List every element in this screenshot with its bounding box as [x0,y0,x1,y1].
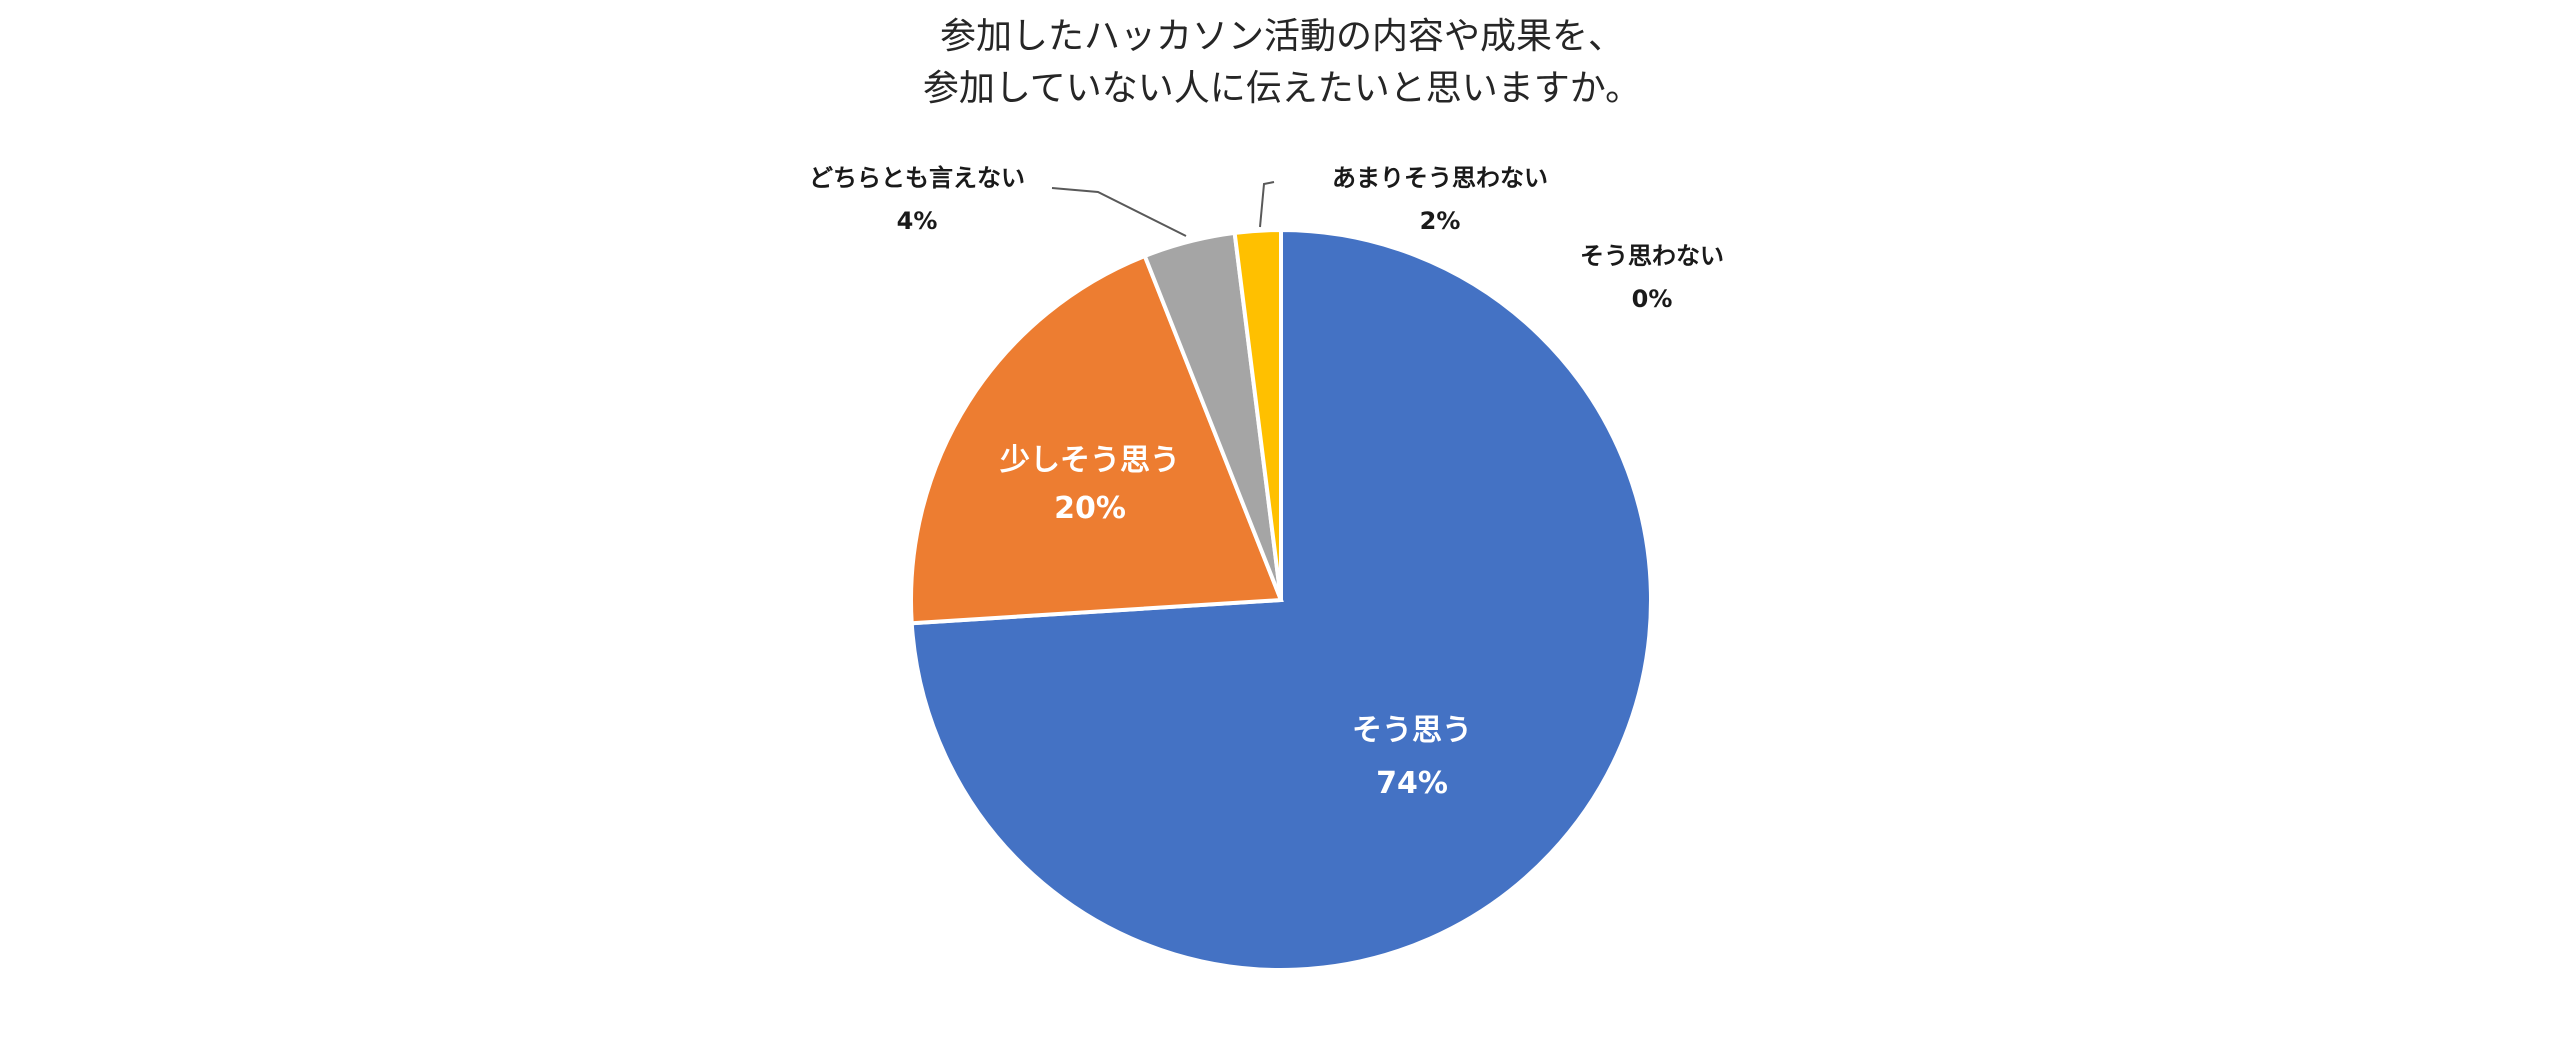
pie-slice [909,253,1284,626]
leader-line [1051,187,1187,237]
slice-percent-label: 20% [1054,491,1126,526]
slice-category-label: どちらとも言えない [809,164,1025,192]
slice-percent-label: 2% [1420,207,1461,235]
slice-percent-label: 4% [897,207,938,235]
data-labels: そう思う 74% 少しそう思う 20% どちらとも言えない 4% あまりそう思わない 2% そう… [809,164,1724,801]
pie-slices [909,227,1653,972]
pie-slice [1232,227,1283,601]
slice-category-label: あまりそう思わない [1332,164,1548,192]
chart-title-line-1: 参加したハッカソン活動の内容や成果を、 [940,16,1624,57]
slice-percent-label: 74% [1376,766,1448,801]
leader-lines [1051,181,1275,237]
leader-line [1259,181,1275,228]
slice-category-label: 少しそう思う [1000,443,1180,478]
slice-category-label: そう思わない [1580,242,1724,270]
slice-category-label: そう思う [1352,713,1472,748]
slice-percent-label: 0% [1632,285,1673,313]
chart-title-line-2: 参加していない人に伝えたいと思いますか。 [923,68,1641,109]
